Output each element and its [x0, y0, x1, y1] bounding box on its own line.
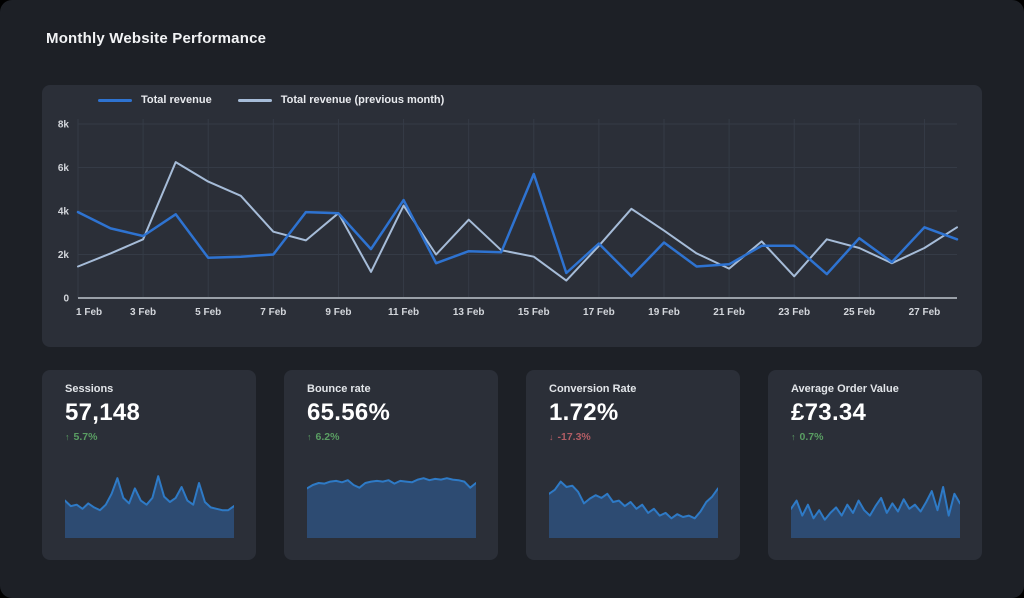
- kpi-card-sessions: Sessions 57,148 ↑ 5.7%: [42, 370, 256, 560]
- kpi-card-conversion-rate: Conversion Rate 1.72% ↓ -17.3%: [526, 370, 740, 560]
- kpi-delta-value: 0.7%: [799, 431, 824, 443]
- kpi-cards-row: Sessions 57,148 ↑ 5.7% Bounce rate 65.56…: [42, 370, 982, 560]
- revenue-chart-panel: Total revenue Total revenue (previous mo…: [42, 85, 982, 347]
- kpi-delta-value: 6.2%: [315, 431, 340, 443]
- revenue-line-chart[interactable]: 0 2k 4k 6k 8k 1 Feb 3 Feb 5 Feb 7 Feb 9 Feb 11 Feb…: [42, 85, 982, 347]
- kpi-delta-value: 5.7%: [73, 431, 98, 443]
- kpi-label: Sessions: [65, 383, 114, 395]
- trend-up-icon: ↑: [307, 432, 312, 442]
- line-swatch-icon: [98, 98, 132, 102]
- y-tick-label: 8k: [58, 120, 70, 131]
- series-total-revenue: [76, 172, 959, 278]
- sparkline-area: [307, 478, 476, 538]
- kpi-delta: ↑ 5.7%: [65, 431, 234, 443]
- x-tick-label: 9 Feb: [325, 307, 351, 318]
- sparkline-area: [549, 481, 718, 538]
- kpi-label: Bounce rate: [307, 383, 371, 395]
- kpi-value: 57,148: [65, 399, 141, 426]
- x-tick-label: 19 Feb: [648, 307, 680, 318]
- x-tick-label: 5 Feb: [195, 307, 221, 318]
- x-tick-label: 11 Feb: [388, 307, 419, 318]
- x-tick-label: 27 Feb: [909, 307, 941, 318]
- kpi-delta: ↑ 0.7%: [791, 431, 960, 443]
- trend-up-icon: ↑: [791, 432, 796, 442]
- kpi-label: Average Order Value: [791, 383, 899, 395]
- sparkline-line: [549, 480, 718, 520]
- series-total-revenue-previous: [77, 161, 958, 282]
- legend-item-total-revenue[interactable]: Total revenue: [98, 94, 212, 106]
- trend-up-icon: ↑: [65, 432, 70, 442]
- kpi-delta-value: -17.3%: [557, 431, 591, 443]
- x-tick-label: 13 Feb: [453, 307, 485, 318]
- x-tick-label: 15 Feb: [518, 307, 550, 318]
- y-tick-label: 0: [63, 294, 69, 305]
- kpi-value: £73.34: [791, 399, 867, 426]
- kpi-card-bounce-rate: Bounce rate 65.56% ↑ 6.2%: [284, 370, 498, 560]
- line-swatch-icon: [237, 98, 272, 102]
- x-tick-label: 21 Feb: [713, 307, 745, 318]
- sparkline-line: [65, 475, 234, 512]
- conversion-rate-sparkline: [549, 480, 718, 538]
- x-tick-label: 1 Feb: [76, 307, 102, 318]
- kpi-delta: ↓ -17.3%: [549, 431, 718, 443]
- legend-label: Total revenue (previous month): [280, 94, 445, 106]
- x-tick-label: 7 Feb: [260, 307, 286, 318]
- average-order-value-sparkline: [791, 486, 960, 538]
- kpi-card-average-order-value: Average Order Value £73.34 ↑ 0.7%: [768, 370, 982, 560]
- trend-down-icon: ↓: [549, 432, 554, 442]
- sparkline-area: [65, 476, 234, 538]
- x-tick-label: 23 Feb: [778, 307, 810, 318]
- sessions-sparkline: [65, 475, 234, 538]
- x-tick-label: 17 Feb: [583, 307, 615, 318]
- legend-label: Total revenue: [141, 94, 212, 106]
- chart-legend: Total revenue Total revenue (previous mo…: [98, 94, 444, 106]
- kpi-value: 1.72%: [549, 399, 619, 426]
- page-title: Monthly Website Performance: [46, 30, 267, 47]
- y-tick-label: 4k: [58, 207, 70, 218]
- x-tick-label: 3 Feb: [130, 307, 156, 318]
- y-tick-label: 6k: [58, 163, 70, 174]
- kpi-value: 65.56%: [307, 399, 391, 426]
- x-tick-label: 25 Feb: [843, 307, 875, 318]
- legend-item-total-revenue-previous[interactable]: Total revenue (previous month): [237, 94, 445, 106]
- sparkline-area: [791, 487, 960, 538]
- y-tick-label: 2k: [58, 250, 70, 261]
- kpi-delta: ↑ 6.2%: [307, 431, 476, 443]
- kpi-label: Conversion Rate: [549, 383, 637, 395]
- bounce-rate-sparkline: [307, 477, 476, 538]
- sparkline-line: [791, 486, 960, 521]
- sparkline-line: [307, 477, 476, 490]
